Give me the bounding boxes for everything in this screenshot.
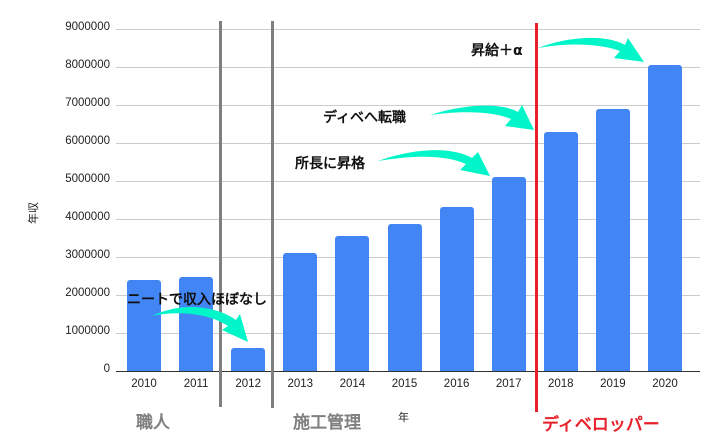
gridline — [116, 67, 700, 68]
y-tick: 9000000 — [65, 21, 110, 33]
y-tick: 4000000 — [65, 211, 110, 223]
x-tick: 2015 — [391, 378, 418, 390]
x-tick: 2019 — [600, 378, 626, 390]
gridline — [116, 181, 700, 182]
bar-2015 — [387, 223, 422, 371]
gridline — [116, 105, 700, 106]
y-axis-labels: 9000000 8000000 7000000 6000000 5000000 … — [0, 0, 110, 446]
x-tick: 2020 — [652, 378, 678, 390]
y-tick: 2000000 — [65, 287, 110, 299]
era-label-developer: ディベロッパー — [542, 415, 660, 434]
annotation-promoted: 所長に昇格 — [295, 156, 365, 172]
x-tick: 2014 — [339, 378, 366, 390]
annotation-raise: 昇給＋α — [471, 43, 523, 59]
x-tick: 2013 — [287, 378, 314, 390]
x-tick: 2017 — [495, 378, 522, 390]
y-tick: 6000000 — [65, 135, 110, 147]
gridline — [116, 29, 700, 30]
annotation-neet: ニートで収入ほぼなし — [127, 292, 267, 308]
gridline — [116, 143, 700, 144]
x-axis-title: 年 — [398, 412, 409, 424]
bar-2019 — [595, 108, 630, 371]
y-axis-title: 年収 — [28, 202, 40, 224]
arrow-icon — [378, 150, 490, 176]
y-tick: 3000000 — [65, 249, 110, 261]
x-tick: 2011 — [183, 378, 209, 390]
bar-2018 — [543, 131, 578, 371]
y-tick: 1000000 — [65, 325, 110, 337]
era-divider-construction — [271, 21, 274, 408]
arrow-icon — [430, 105, 534, 130]
y-tick: 8000000 — [65, 59, 110, 71]
bar-2020 — [648, 65, 682, 371]
gridline — [116, 219, 700, 220]
x-tick: 2010 — [131, 378, 157, 390]
era-label-craftsman: 職人 — [136, 413, 170, 432]
arrow-icon — [538, 37, 644, 62]
bar-2017 — [491, 177, 526, 371]
y-tick: 7000000 — [65, 97, 110, 109]
x-axis-baseline — [116, 371, 700, 372]
bar-2012 — [231, 348, 266, 371]
x-tick: 2016 — [443, 378, 470, 390]
y-tick: 5000000 — [65, 173, 110, 185]
bar-2014 — [335, 236, 370, 371]
bar-2016 — [439, 206, 474, 371]
x-tick: 2018 — [548, 378, 574, 390]
era-divider-developer — [535, 23, 538, 412]
annotation-job-change: ディベへ転職 — [323, 110, 407, 126]
y-tick: 0 — [103, 363, 110, 375]
era-label-construction-mgmt: 施工管理 — [293, 413, 361, 432]
x-tick: 2012 — [235, 378, 261, 390]
era-divider-craftsman — [219, 21, 222, 407]
bar-2013 — [283, 253, 318, 371]
